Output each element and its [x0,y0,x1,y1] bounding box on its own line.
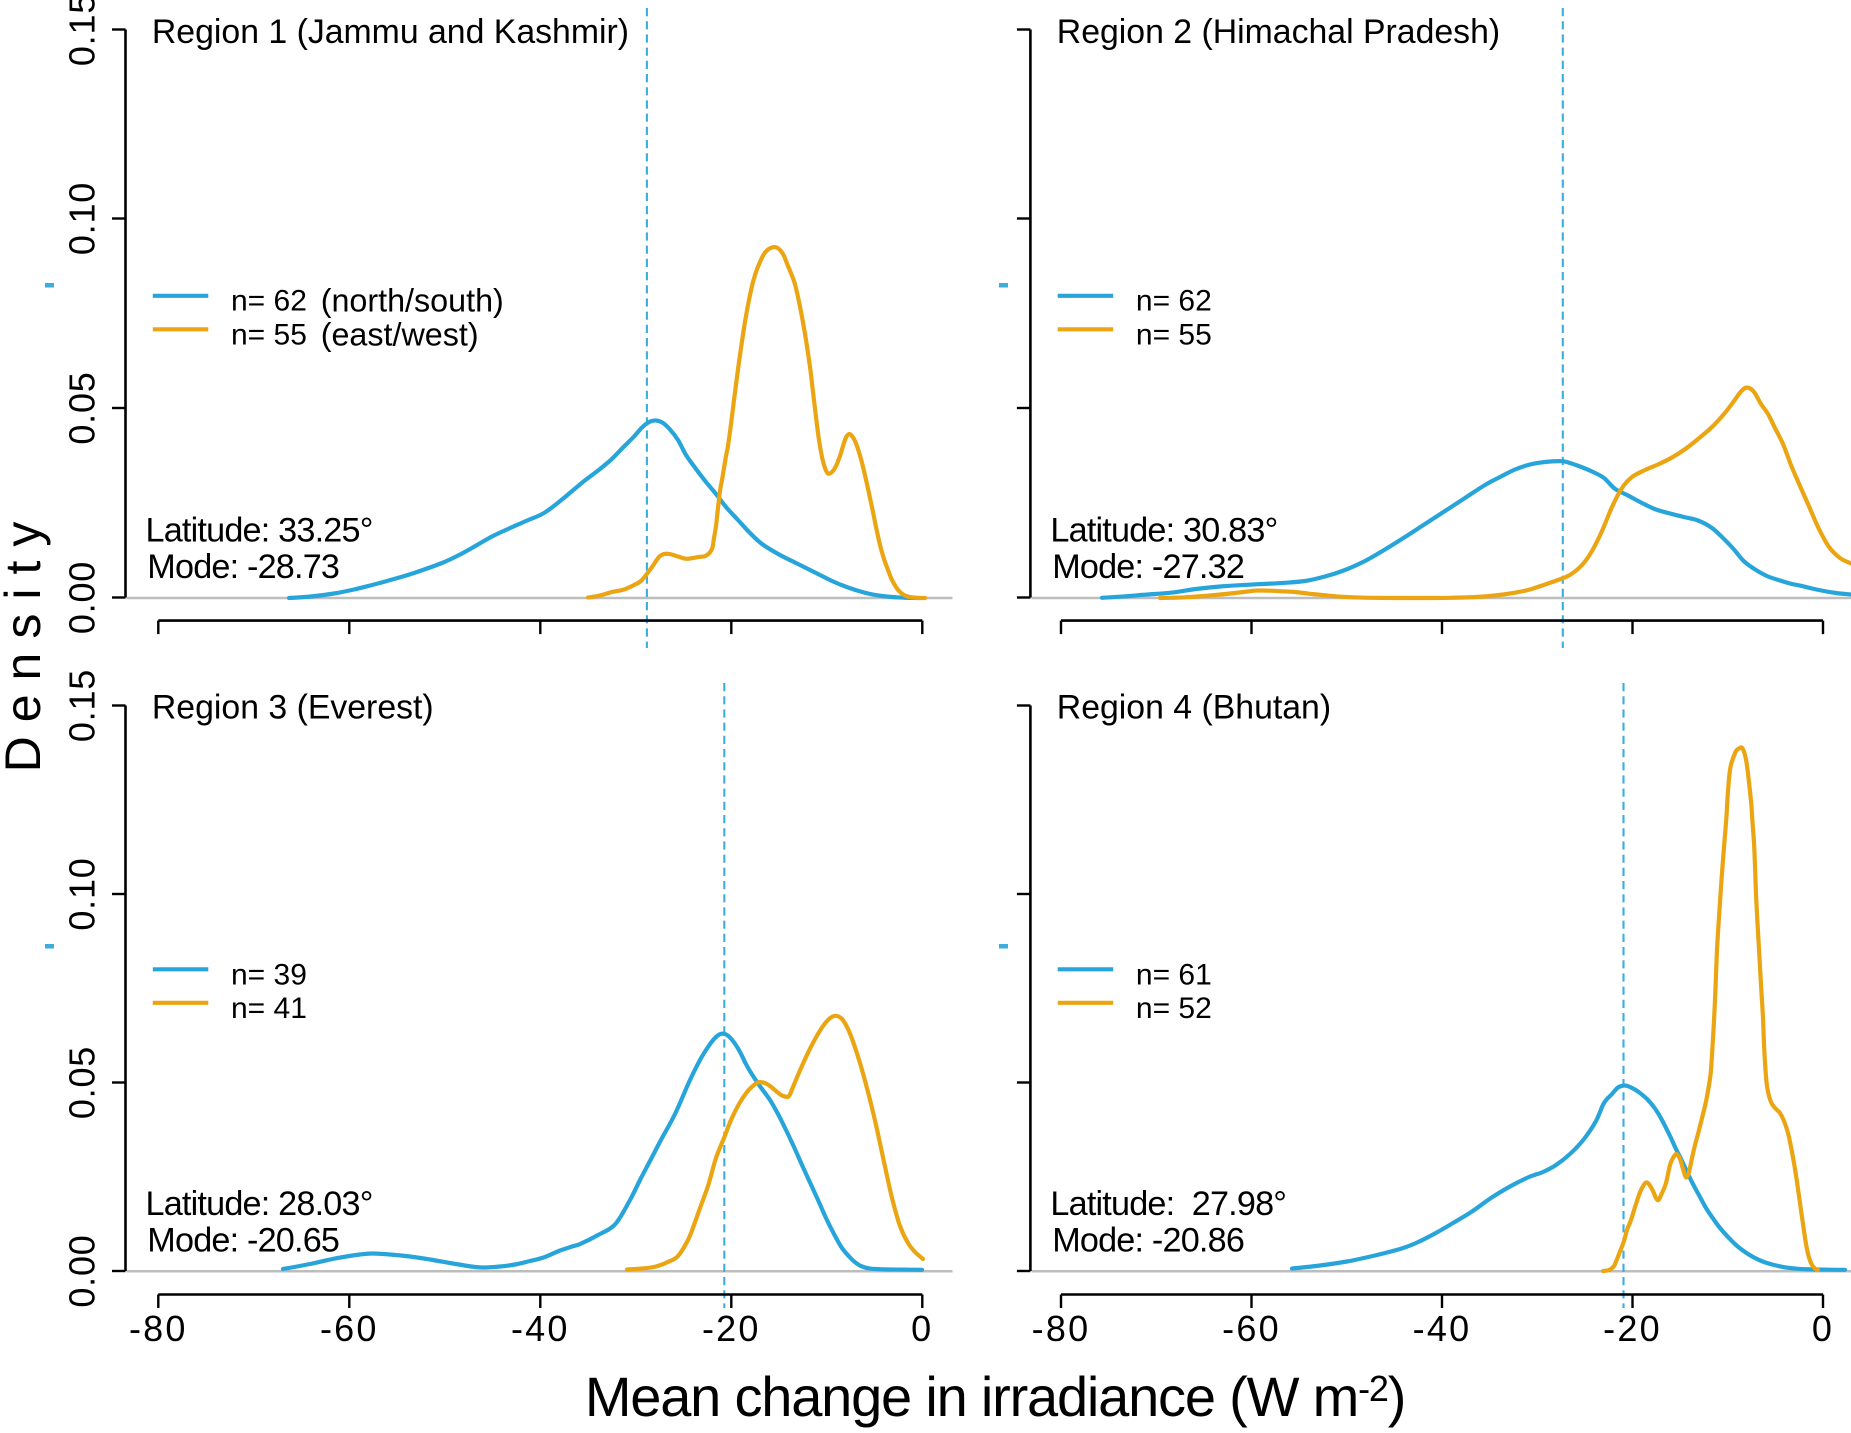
svg-text:Region 3 (Everest): Region 3 (Everest) [152,689,434,727]
svg-text:-80: -80 [129,1308,188,1349]
svg-text:0.05: 0.05 [62,371,103,444]
svg-text:Region 4 (Bhutan): Region 4 (Bhutan) [1057,689,1331,727]
svg-text:Latitude: 28.03°: Latitude: 28.03° [146,1185,373,1223]
svg-text:n= 55: n= 55 [1136,318,1212,351]
svg-text:Latitude: 27.98°: Latitude: 27.98° [1050,1185,1286,1223]
svg-text:Region 2 (Himachal Pradesh): Region 2 (Himachal Pradesh) [1057,13,1500,51]
svg-text:-60: -60 [1222,1308,1281,1349]
svg-text:0.05: 0.05 [62,1046,103,1119]
svg-text:Latitude: 30.83°: Latitude: 30.83° [1050,512,1277,550]
svg-text:Latitude: 33.25°: Latitude: 33.25° [146,512,373,550]
svg-text:Mode: -27.32: Mode: -27.32 [1052,548,1244,586]
svg-text:Mode: -20.65: Mode: -20.65 [147,1222,339,1260]
svg-text:-40: -40 [511,1308,570,1349]
svg-text:(east/west): (east/west) [321,316,479,352]
svg-text:Mode: -20.86: Mode: -20.86 [1052,1222,1244,1260]
svg-text:Density: Density [0,508,51,773]
svg-text:Mean change in irradiance (W m: Mean change in irradiance (W m-2) [585,1365,1405,1428]
svg-text:-20: -20 [702,1308,761,1349]
svg-text:0: 0 [911,1308,933,1349]
svg-text:0.15: 0.15 [62,0,103,66]
svg-text:n= 61: n= 61 [1136,958,1212,991]
svg-text:-80: -80 [1032,1308,1091,1349]
svg-text:0.15: 0.15 [62,669,103,742]
svg-text:0.10: 0.10 [62,857,103,930]
svg-text:-40: -40 [1413,1308,1472,1349]
svg-text:Mode: -28.73: Mode: -28.73 [147,548,339,586]
svg-text:n= 41: n= 41 [231,992,307,1025]
svg-text:n= 55: n= 55 [231,318,307,351]
svg-text:Region 1 (Jammu and Kashmir): Region 1 (Jammu and Kashmir) [152,13,629,51]
svg-text:0.10: 0.10 [62,182,103,255]
svg-text:n= 52: n= 52 [1136,992,1212,1025]
svg-text:0: 0 [1812,1308,1834,1349]
svg-text:n= 62: n= 62 [231,285,307,318]
svg-text:0.00: 0.00 [62,561,103,634]
svg-text:n= 39: n= 39 [231,958,307,991]
svg-text:-20: -20 [1603,1308,1662,1349]
svg-text:n= 62: n= 62 [1136,285,1212,318]
svg-text:(north/south): (north/south) [321,283,504,319]
svg-text:0.00: 0.00 [62,1234,103,1307]
svg-text:-60: -60 [320,1308,379,1349]
